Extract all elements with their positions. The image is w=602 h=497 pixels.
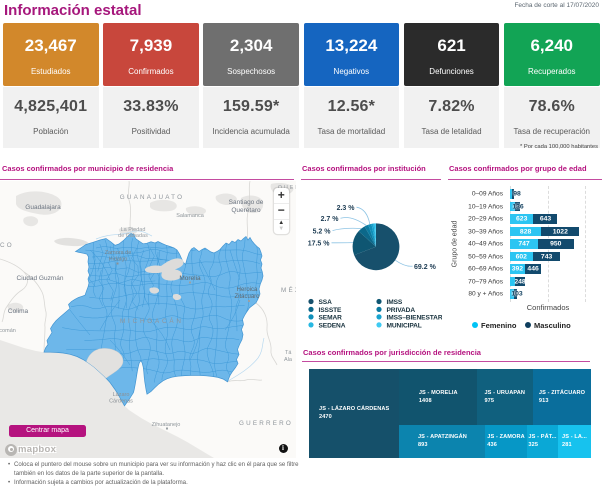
svg-text:SSA: SSA	[319, 299, 333, 306]
svg-text:Ala: Ala	[284, 357, 293, 363]
svg-text:IMSS–BIENESTAR: IMSS–BIENESTAR	[387, 314, 443, 321]
svg-text:2.3 %: 2.3 %	[337, 205, 356, 212]
svg-text:SEDENA: SEDENA	[319, 322, 346, 329]
svg-text:5.2 %: 5.2 %	[313, 228, 332, 235]
svg-text:GUANAJUATO: GUANAJUATO	[120, 194, 184, 201]
svg-text:GUERRERO: GUERRERO	[239, 420, 293, 427]
svg-text:Morelia: Morelia	[179, 275, 201, 282]
svg-text:Querétaro: Querétaro	[231, 207, 261, 214]
svg-text:IMSS: IMSS	[387, 299, 403, 306]
svg-text:ISSSTE: ISSSTE	[319, 307, 343, 314]
svg-text:MÉXI: MÉXI	[281, 285, 296, 294]
svg-text:Tecomán: Tecomán	[0, 328, 16, 334]
svg-text:Guadalajara: Guadalajara	[25, 204, 61, 211]
svg-text:CO: CO	[0, 242, 14, 249]
svg-text:Heroica: Heroica	[237, 287, 258, 293]
svg-text:Ciudad Guzmán: Ciudad Guzmán	[17, 275, 64, 282]
svg-text:Santiago de: Santiago de	[229, 199, 264, 206]
svg-text:QUERÉ: QUERÉ	[278, 184, 296, 191]
svg-text:de Cabadas: de Cabadas	[118, 233, 148, 239]
svg-text:Zamora de: Zamora de	[105, 250, 132, 256]
svg-text:Colima: Colima	[8, 308, 29, 315]
svg-text:La Piedad: La Piedad	[121, 227, 146, 233]
svg-text:69.2 %: 69.2 %	[414, 264, 437, 271]
svg-text:17.5 %: 17.5 %	[308, 240, 331, 247]
svg-text:Tá: Tá	[285, 350, 292, 356]
svg-text:Lázaro: Lázaro	[113, 392, 130, 398]
svg-text:MICHOACÁN: MICHOACÁN	[120, 316, 184, 325]
svg-text:2.7 %: 2.7 %	[321, 216, 340, 223]
svg-text:Zitácuaro: Zitácuaro	[234, 294, 260, 300]
svg-text:PRIVADA: PRIVADA	[387, 307, 416, 314]
svg-text:Hidalgo: Hidalgo	[109, 257, 128, 263]
svg-text:Salamanca: Salamanca	[176, 213, 204, 219]
svg-text:Zihuatanejo: Zihuatanejo	[152, 422, 181, 428]
svg-text:Cárdenas: Cárdenas	[109, 399, 133, 405]
svg-text:MUNICIPAL: MUNICIPAL	[387, 322, 422, 329]
svg-text:SEMAR: SEMAR	[319, 314, 343, 321]
